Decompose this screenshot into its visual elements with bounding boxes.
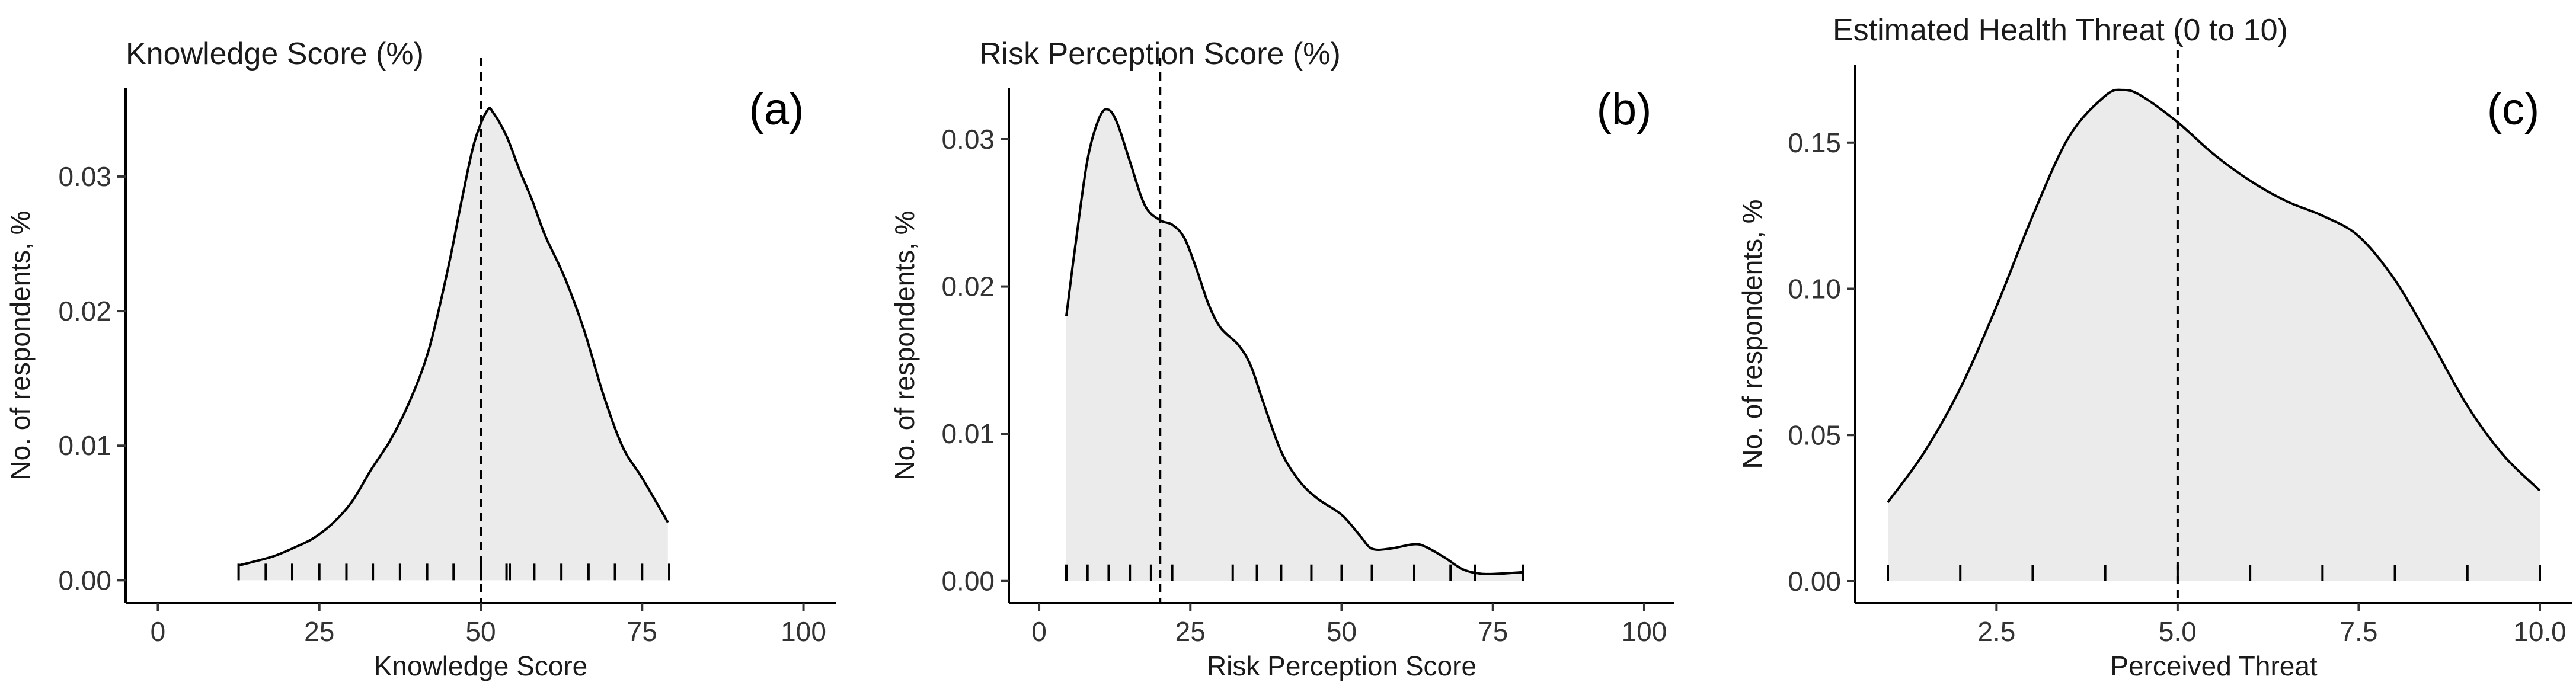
panel-label: (a) (749, 84, 804, 134)
chart-title: Knowledge Score (%) (126, 37, 424, 71)
y-tick-label: 0.02 (58, 296, 111, 326)
panel-label: (b) (1597, 84, 1652, 134)
y-tick-label: 0.00 (1788, 566, 1841, 597)
density-area (1888, 89, 2540, 581)
chart-title: Estimated Health Threat (0 to 10) (1833, 13, 2288, 47)
density-area (238, 108, 668, 581)
y-tick-label: 0.01 (941, 418, 995, 449)
x-tick-label: 2.5 (1977, 616, 2015, 647)
density-curve (1065, 108, 1523, 575)
density-area (1066, 109, 1523, 581)
y-axis-label: No. of respondents, % (889, 210, 920, 480)
x-tick-label: 7.5 (2340, 616, 2377, 647)
x-tick-label: 0 (151, 616, 166, 647)
chart-title: Risk Perception Score (%) (979, 37, 1341, 71)
y-tick-label: 0.05 (1788, 419, 1841, 450)
x-tick-label: 25 (1175, 616, 1206, 647)
x-axis-label: Risk Perception Score (1207, 651, 1476, 681)
x-tick-label: 50 (465, 616, 496, 647)
x-tick-label: 100 (781, 616, 826, 647)
chart-panel-1: 0 25 50 75 100 0.00 0.01 0.02 0.03 Knowledge Scor… (5, 37, 836, 681)
x-tick-label: 75 (1478, 616, 1508, 647)
x-tick-label: 75 (627, 616, 657, 647)
y-tick-label: 0.03 (58, 161, 111, 192)
y-axis-label: No. of respondents, % (5, 210, 36, 480)
chart-panel-3: 2.5 5.0 7.5 10.0 0.00 0.05 0.10 0.15 Estimated H… (1737, 13, 2572, 681)
chart-panel-2: 0 25 50 75 100 0.00 0.01 0.02 0.03 Risk Perceptio… (889, 37, 1674, 681)
panel-label: (c) (2487, 84, 2540, 134)
density-curve (1887, 88, 2541, 503)
x-tick-label: 50 (1327, 616, 1357, 647)
x-axis-label: Perceived Threat (2110, 651, 2318, 681)
y-tick-label: 0.15 (1788, 127, 1841, 158)
y-tick-label: 0.10 (1788, 274, 1841, 305)
y-tick-label: 0.00 (58, 565, 111, 595)
y-axis-label: No. of respondents, % (1737, 199, 1768, 469)
x-tick-label: 100 (1622, 616, 1667, 647)
y-tick-label: 0.00 (941, 566, 995, 597)
x-tick-label: 25 (304, 616, 334, 647)
y-tick-label: 0.02 (941, 271, 995, 302)
y-tick-label: 0.01 (58, 430, 111, 461)
x-tick-label: 10.0 (2513, 616, 2567, 647)
x-tick-label: 0 (1031, 616, 1047, 647)
density-curve (238, 107, 669, 567)
x-axis-label: Knowledge Score (374, 651, 588, 681)
y-tick-label: 0.03 (941, 124, 995, 155)
x-tick-label: 5.0 (2159, 616, 2197, 647)
